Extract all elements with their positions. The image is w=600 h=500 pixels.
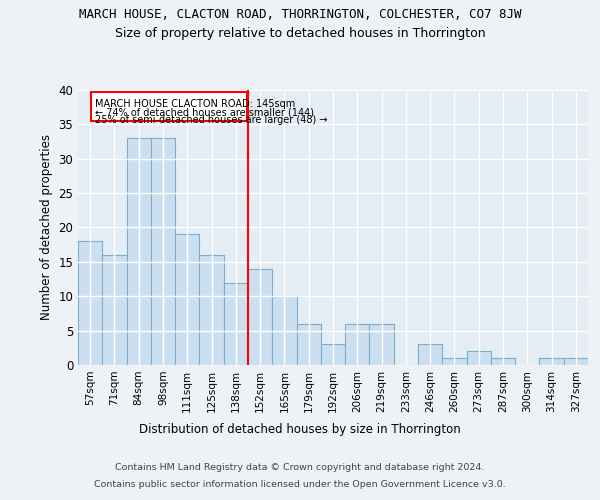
Bar	[370, 324, 394, 365]
Bar	[78, 242, 102, 365]
Text: Size of property relative to detached houses in Thorrington: Size of property relative to detached ho…	[115, 28, 485, 40]
Bar	[321, 344, 345, 365]
Y-axis label: Number of detached properties: Number of detached properties	[40, 134, 53, 320]
Bar	[345, 324, 370, 365]
Text: Contains public sector information licensed under the Open Government Licence v3: Contains public sector information licen…	[94, 480, 506, 489]
Bar	[296, 324, 321, 365]
Text: Contains HM Land Registry data © Crown copyright and database right 2024.: Contains HM Land Registry data © Crown c…	[115, 462, 485, 471]
Text: MARCH HOUSE CLACTON ROAD: 145sqm: MARCH HOUSE CLACTON ROAD: 145sqm	[95, 99, 295, 109]
Bar	[564, 358, 588, 365]
Bar	[272, 296, 296, 365]
Text: 25% of semi-detached houses are larger (48) →: 25% of semi-detached houses are larger (…	[95, 116, 328, 126]
Bar	[442, 358, 467, 365]
Text: MARCH HOUSE, CLACTON ROAD, THORRINGTON, COLCHESTER, CO7 8JW: MARCH HOUSE, CLACTON ROAD, THORRINGTON, …	[79, 8, 521, 20]
Bar	[491, 358, 515, 365]
Bar	[199, 255, 224, 365]
Bar	[102, 255, 127, 365]
Bar	[175, 234, 199, 365]
Bar	[91, 92, 247, 121]
Bar	[467, 351, 491, 365]
Bar	[224, 282, 248, 365]
Bar	[539, 358, 564, 365]
Bar	[418, 344, 442, 365]
Text: ← 74% of detached houses are smaller (144): ← 74% of detached houses are smaller (14…	[95, 107, 314, 117]
Bar	[127, 138, 151, 365]
Bar	[248, 268, 272, 365]
Text: Distribution of detached houses by size in Thorrington: Distribution of detached houses by size …	[139, 422, 461, 436]
Bar	[151, 138, 175, 365]
